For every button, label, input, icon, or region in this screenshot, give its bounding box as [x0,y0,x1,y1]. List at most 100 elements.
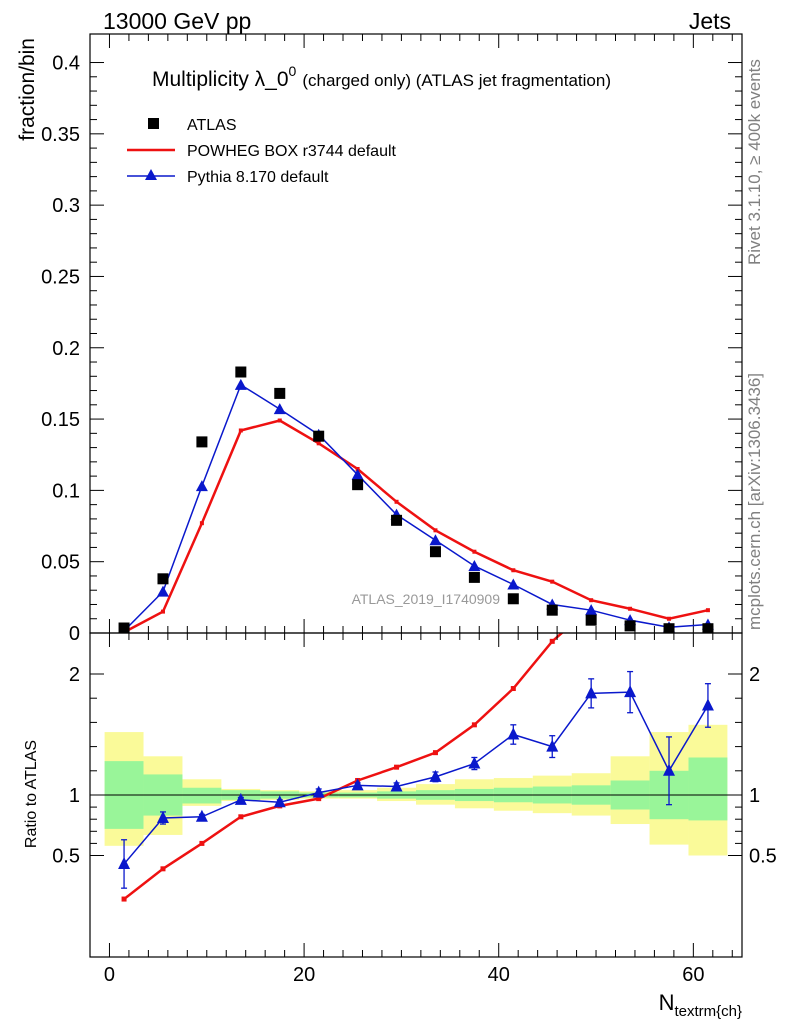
pythia-ratio-point [118,856,131,869]
powheg-line [123,419,709,633]
chart-title: Multiplicity λ_00 (charged only) (ATLAS j… [152,63,611,91]
atlas-point [235,366,247,378]
x-axis-label-sub: textrm{ch} [674,1003,742,1020]
powheg-point [316,441,321,446]
atlas-point [429,546,441,558]
atlas-point [352,479,364,491]
mcplots-label: mcplots.cern.ch [arXiv:1306.3436] [745,373,764,630]
chart-title-tail: (charged only) (ATLAS jet fragmentation) [302,71,611,90]
main-ytick-label: 0.1 [52,480,80,502]
powheg-ratio-point [549,638,555,644]
powheg-ratio-point [121,896,127,902]
powheg-point [277,418,282,423]
pythia-point [234,378,247,390]
powheg-point [589,598,594,603]
pythia-point [351,468,364,480]
powheg-point [628,606,633,611]
watermark: ATLAS_2019_I1740909 [352,591,501,607]
main-ytick-label: 0.05 [41,552,80,574]
atlas-point [663,623,675,633]
ratio-xtick-label: 20 [293,964,315,986]
pythia-ratio-point [624,685,637,698]
energy-label: 13000 GeV pp [103,8,251,34]
atlas-point [391,514,403,526]
powheg-ratio-point [432,750,438,756]
legend-pythia-marker [145,169,157,180]
main-ytick-label: 0.35 [41,124,80,146]
band-inner [688,757,728,821]
pythia-point [156,585,169,597]
powheg-ratio-point [394,764,400,770]
atlas-point [468,571,480,583]
pythia-ratio-line [123,691,709,865]
main-plot-area: 0 0.05 0.1 0.15 0.2 0.25 0.3 0.35 0.4 [41,34,742,645]
pythia-line [123,383,708,632]
pythia-ratio-point [351,778,364,791]
atlas-point [702,623,714,633]
powheg-ratio-point [316,796,322,802]
powheg-point [199,521,204,526]
jets-label: Jets [689,8,731,34]
legend-atlas-label: ATLAS [187,117,237,134]
powheg-ratio-point [238,814,244,820]
powheg-point [705,608,710,613]
main-series [118,366,714,633]
atlas-point [313,430,325,442]
powheg-ratio-point [199,840,205,846]
atlas-point [157,573,169,585]
atlas-point [546,604,558,616]
powheg-ratio-point [160,866,166,872]
pythia-ratio-point [195,809,208,822]
legend-pythia-label: Pythia 8.170 default [187,169,329,186]
pythia-ratio-point [585,686,598,699]
pythia-ratio-point [429,769,442,782]
ratio-ytick-label-left: 0.5 [52,846,80,868]
main-ytick-label: 0.4 [52,53,80,75]
pythia-ratio-point [468,756,481,769]
legend-atlas-marker [148,118,159,129]
atlas-point [624,620,636,632]
main-ytick-label: 0.3 [52,195,80,217]
powheg-point [472,549,477,554]
powheg-point [238,428,243,433]
powheg-point [511,568,516,573]
main-ytick-label: 0.25 [41,266,80,288]
ratio-ytick-label-right: 0.5 [749,846,777,868]
x-axis-label-main: N [659,990,675,1015]
powheg-point [433,528,438,533]
powheg-point [160,609,165,614]
ratio-plot-area: 0.5 0.51 12 20 20 40 60 [52,309,777,986]
pythia-point [585,604,598,616]
atlas-point [585,614,597,626]
powheg-point [550,579,555,584]
ratio-xtick-label: 0 [104,964,115,986]
pythia-ratio-point [273,795,286,808]
ratio-xtick-label: 60 [682,964,704,986]
ratio-series [90,309,742,902]
pythia-ratio-point [390,779,403,792]
legend-powheg-label: POWHEG BOX r3744 default [187,143,397,160]
ratio-frame [89,632,743,958]
main-ylabel: fraction/bin [16,38,39,141]
powheg-ratio-point [471,722,477,728]
pythia-point [195,480,208,492]
pythia-point [507,578,520,590]
main-ytick-label: 0.2 [52,338,80,360]
pythia-ratio-point [312,785,325,798]
chart-title-sup: 0 [289,63,297,79]
legend: ATLAS POWHEG BOX r3744 default Pythia 8.… [127,117,397,186]
chart-title-main: Multiplicity λ_0 [152,68,289,91]
powheg-ratio-point [705,309,710,314]
pythia-point [429,534,442,546]
pythia-ratio-point [701,698,714,711]
pythia-ratio-point [156,810,169,823]
x-axis-label: Ntextrm{ch} [659,990,742,1020]
ratio-xtick-label: 40 [488,964,510,986]
rivet-label: Rivet 3.1.10, ≥ 400k events [745,59,764,265]
main-ytick-label: 0 [69,623,80,645]
atlas-point [274,387,286,399]
ratio-ylabel: Ratio to ATLAS [23,740,40,848]
pythia-ratio-point [663,763,676,776]
pythia-point [273,403,286,415]
